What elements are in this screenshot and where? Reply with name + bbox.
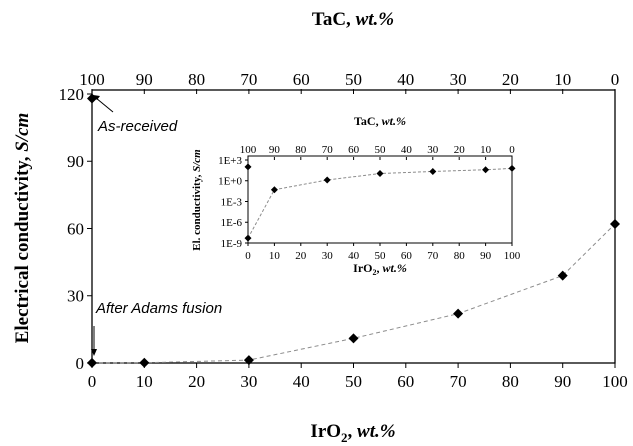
data-point	[243, 355, 254, 366]
data-point	[348, 333, 359, 344]
inset-plot: 0 10 20 30 40 50 60 70 80 90 100 100 90 80 70 60 50 40 30…	[191, 114, 521, 277]
as-received-arrowhead	[93, 95, 100, 100]
x-top-tick-label: 0	[509, 144, 515, 156]
x-top-tick-label: 10	[480, 144, 492, 156]
x-tick-label: 70	[427, 250, 439, 262]
x-tick-label: 80	[454, 250, 466, 262]
x-top-tick-label: 50	[375, 144, 387, 156]
y-tick-label: 0	[76, 354, 85, 373]
inset-data-points	[244, 163, 516, 242]
data-point	[139, 357, 150, 368]
data-point	[610, 219, 620, 230]
y-tick-label: 1E-6	[221, 217, 243, 229]
data-point	[323, 176, 331, 184]
inset-series-line	[247, 167, 513, 239]
main-x-ticks: 0 10 20 30 40 50 60 70 80 90 100	[88, 363, 628, 391]
y-axis-label: Electrical conductivity, S/cm	[12, 113, 33, 344]
data-point	[508, 164, 516, 172]
x-top-tick-label: 70	[322, 144, 334, 156]
y-tick-label: 1E+3	[218, 155, 242, 167]
y-tick-label: 90	[67, 152, 84, 171]
x-tick-label: 70	[450, 372, 467, 391]
data-point	[87, 357, 97, 368]
data-point	[244, 163, 252, 171]
inset-x-top-ticks: 100 90 80 70 60 50 40 30 20 10 0	[240, 144, 515, 160]
x-tick-label: 30	[322, 250, 334, 262]
data-point	[429, 167, 437, 175]
as-received-annotation: As-received	[97, 118, 178, 135]
main-data-points	[87, 93, 620, 368]
as-received-arrow	[95, 97, 114, 113]
x-tick-label: 40	[348, 250, 360, 262]
x-top-tick-label: 60	[293, 70, 310, 89]
x-tick-label: 0	[245, 250, 251, 262]
x-top-tick-label: 100	[79, 70, 105, 89]
main-plot: 0 10 20 30 40 50 60 70 80 90 100 100 90 80 70 60 50 40 30…	[12, 9, 628, 445]
x-top-tick-label: 30	[427, 144, 439, 156]
x-tick-label: 10	[269, 250, 281, 262]
y-tick-label: 1E-3	[221, 196, 243, 208]
x-top-tick-label: 10	[554, 70, 571, 89]
data-point	[87, 93, 97, 104]
x-tick-label: 60	[401, 250, 413, 262]
y-tick-label: 1E-9	[221, 238, 243, 250]
x-tick-label: 20	[295, 250, 307, 262]
x-tick-label: 80	[502, 372, 519, 391]
x-tick-label: 90	[554, 372, 571, 391]
x-top-tick-label: 50	[345, 70, 362, 89]
data-point	[557, 270, 568, 281]
x-tick-label: 90	[480, 250, 492, 262]
x-top-tick-label: 70	[240, 70, 257, 89]
inset-y-axis-label: El. conductivity, S/cm	[191, 149, 203, 251]
x-tick-label: 40	[293, 372, 310, 391]
main-x-top-ticks: 100 90 80 70 60 50 40 30 20 10 0	[79, 70, 619, 94]
inset-y-ticks: 1E-9 1E-6 1E-3 1E+0 1E+3	[218, 155, 248, 250]
inset-top-axis-label: TaC, wt.%	[354, 114, 406, 128]
inset-bottom-axis-label: IrO2, wt.%	[353, 261, 407, 277]
bottom-axis-label: IrO2, wt.%	[310, 421, 395, 445]
inset-x-ticks: 0 10 20 30 40 50 60 70 80 90 100	[245, 243, 521, 262]
adams-fusion-annotation: After Adams fusion	[95, 300, 222, 317]
x-top-tick-label: 40	[401, 144, 413, 156]
x-tick-label: 100	[602, 372, 628, 391]
x-tick-label: 0	[88, 372, 97, 391]
x-top-tick-label: 80	[188, 70, 205, 89]
x-tick-label: 50	[345, 372, 362, 391]
data-point	[376, 170, 384, 178]
x-top-tick-label: 40	[397, 70, 414, 89]
x-top-tick-label: 90	[136, 70, 153, 89]
x-top-tick-label: 20	[454, 144, 466, 156]
y-tick-label: 1E+0	[218, 176, 242, 188]
main-y-ticks: 0 30 60 90 120	[59, 85, 92, 373]
data-point	[453, 308, 464, 319]
x-tick-label: 50	[375, 250, 387, 262]
x-top-tick-label: 20	[502, 70, 519, 89]
x-tick-label: 60	[397, 372, 414, 391]
x-top-tick-label: 80	[295, 144, 307, 156]
y-tick-label: 120	[59, 85, 85, 104]
x-top-tick-label: 90	[269, 144, 281, 156]
data-point	[244, 234, 252, 242]
y-tick-label: 60	[67, 219, 84, 238]
x-top-tick-label: 100	[240, 144, 257, 156]
x-top-tick-label: 30	[450, 70, 467, 89]
x-tick-label: 20	[188, 372, 205, 391]
x-top-tick-label: 0	[611, 70, 620, 89]
x-tick-label: 30	[240, 372, 257, 391]
x-top-tick-label: 60	[348, 144, 360, 156]
x-tick-label: 10	[136, 372, 153, 391]
data-point	[482, 166, 490, 174]
y-tick-label: 30	[67, 287, 84, 306]
top-axis-label: TaC, wt.%	[312, 9, 394, 30]
adams-fusion-arrowhead	[91, 349, 97, 356]
x-tick-label: 100	[504, 250, 521, 262]
data-point	[270, 186, 278, 194]
inset-plot-frame	[247, 155, 513, 244]
